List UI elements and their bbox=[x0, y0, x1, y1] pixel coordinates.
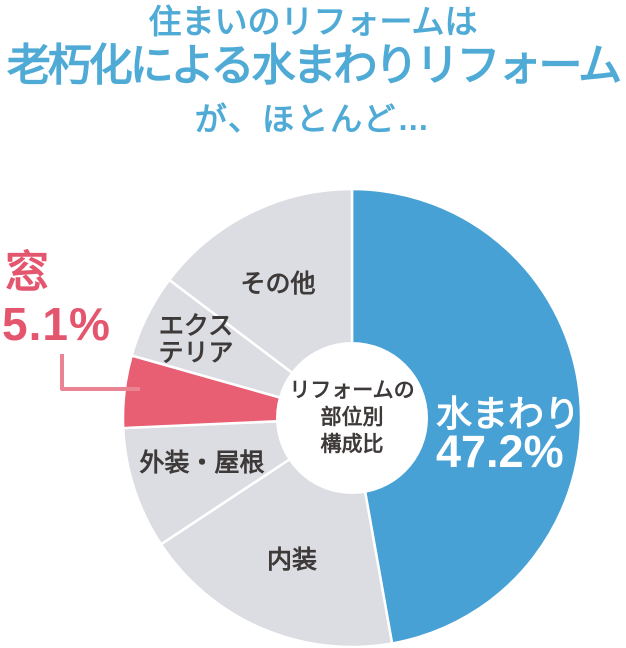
callout-window-value: 5.1% bbox=[2, 298, 111, 350]
chart-center-caption-line1: リフォームの bbox=[289, 379, 414, 402]
segment-label-naisou: 内装 bbox=[267, 546, 317, 574]
title-line-2: 老朽化による水まわりリフォーム bbox=[6, 41, 622, 90]
chart-center-caption-line3: 構成比 bbox=[321, 432, 384, 456]
pie-segment-mizumawari bbox=[350, 187, 583, 645]
segment-label-gaisou-yane: 外装・屋根 bbox=[139, 448, 264, 477]
donut-center-circle bbox=[276, 342, 428, 494]
title-line-1: 住まいのリフォームは bbox=[148, 3, 478, 40]
title-line-3: が、ほとんど… bbox=[194, 101, 432, 137]
segment-label-exterior-line2: テリア bbox=[158, 339, 233, 367]
callout-window-label: 窓 bbox=[5, 248, 49, 297]
segment-label-exterior-line1: エクス bbox=[159, 312, 233, 340]
segment-label-mizumawari: 水まわり bbox=[436, 393, 580, 434]
chart-center-caption-line2: 部位別 bbox=[321, 405, 384, 429]
segment-value-mizumawari: 47.2% bbox=[436, 426, 564, 477]
segment-label-sonota: その他 bbox=[240, 270, 315, 298]
callout-leader-line bbox=[60, 354, 140, 391]
pie-chart: その他 エクス テリア 外装・屋根 内装 水まわり 47.2% リフォームの 部… bbox=[60, 187, 583, 648]
